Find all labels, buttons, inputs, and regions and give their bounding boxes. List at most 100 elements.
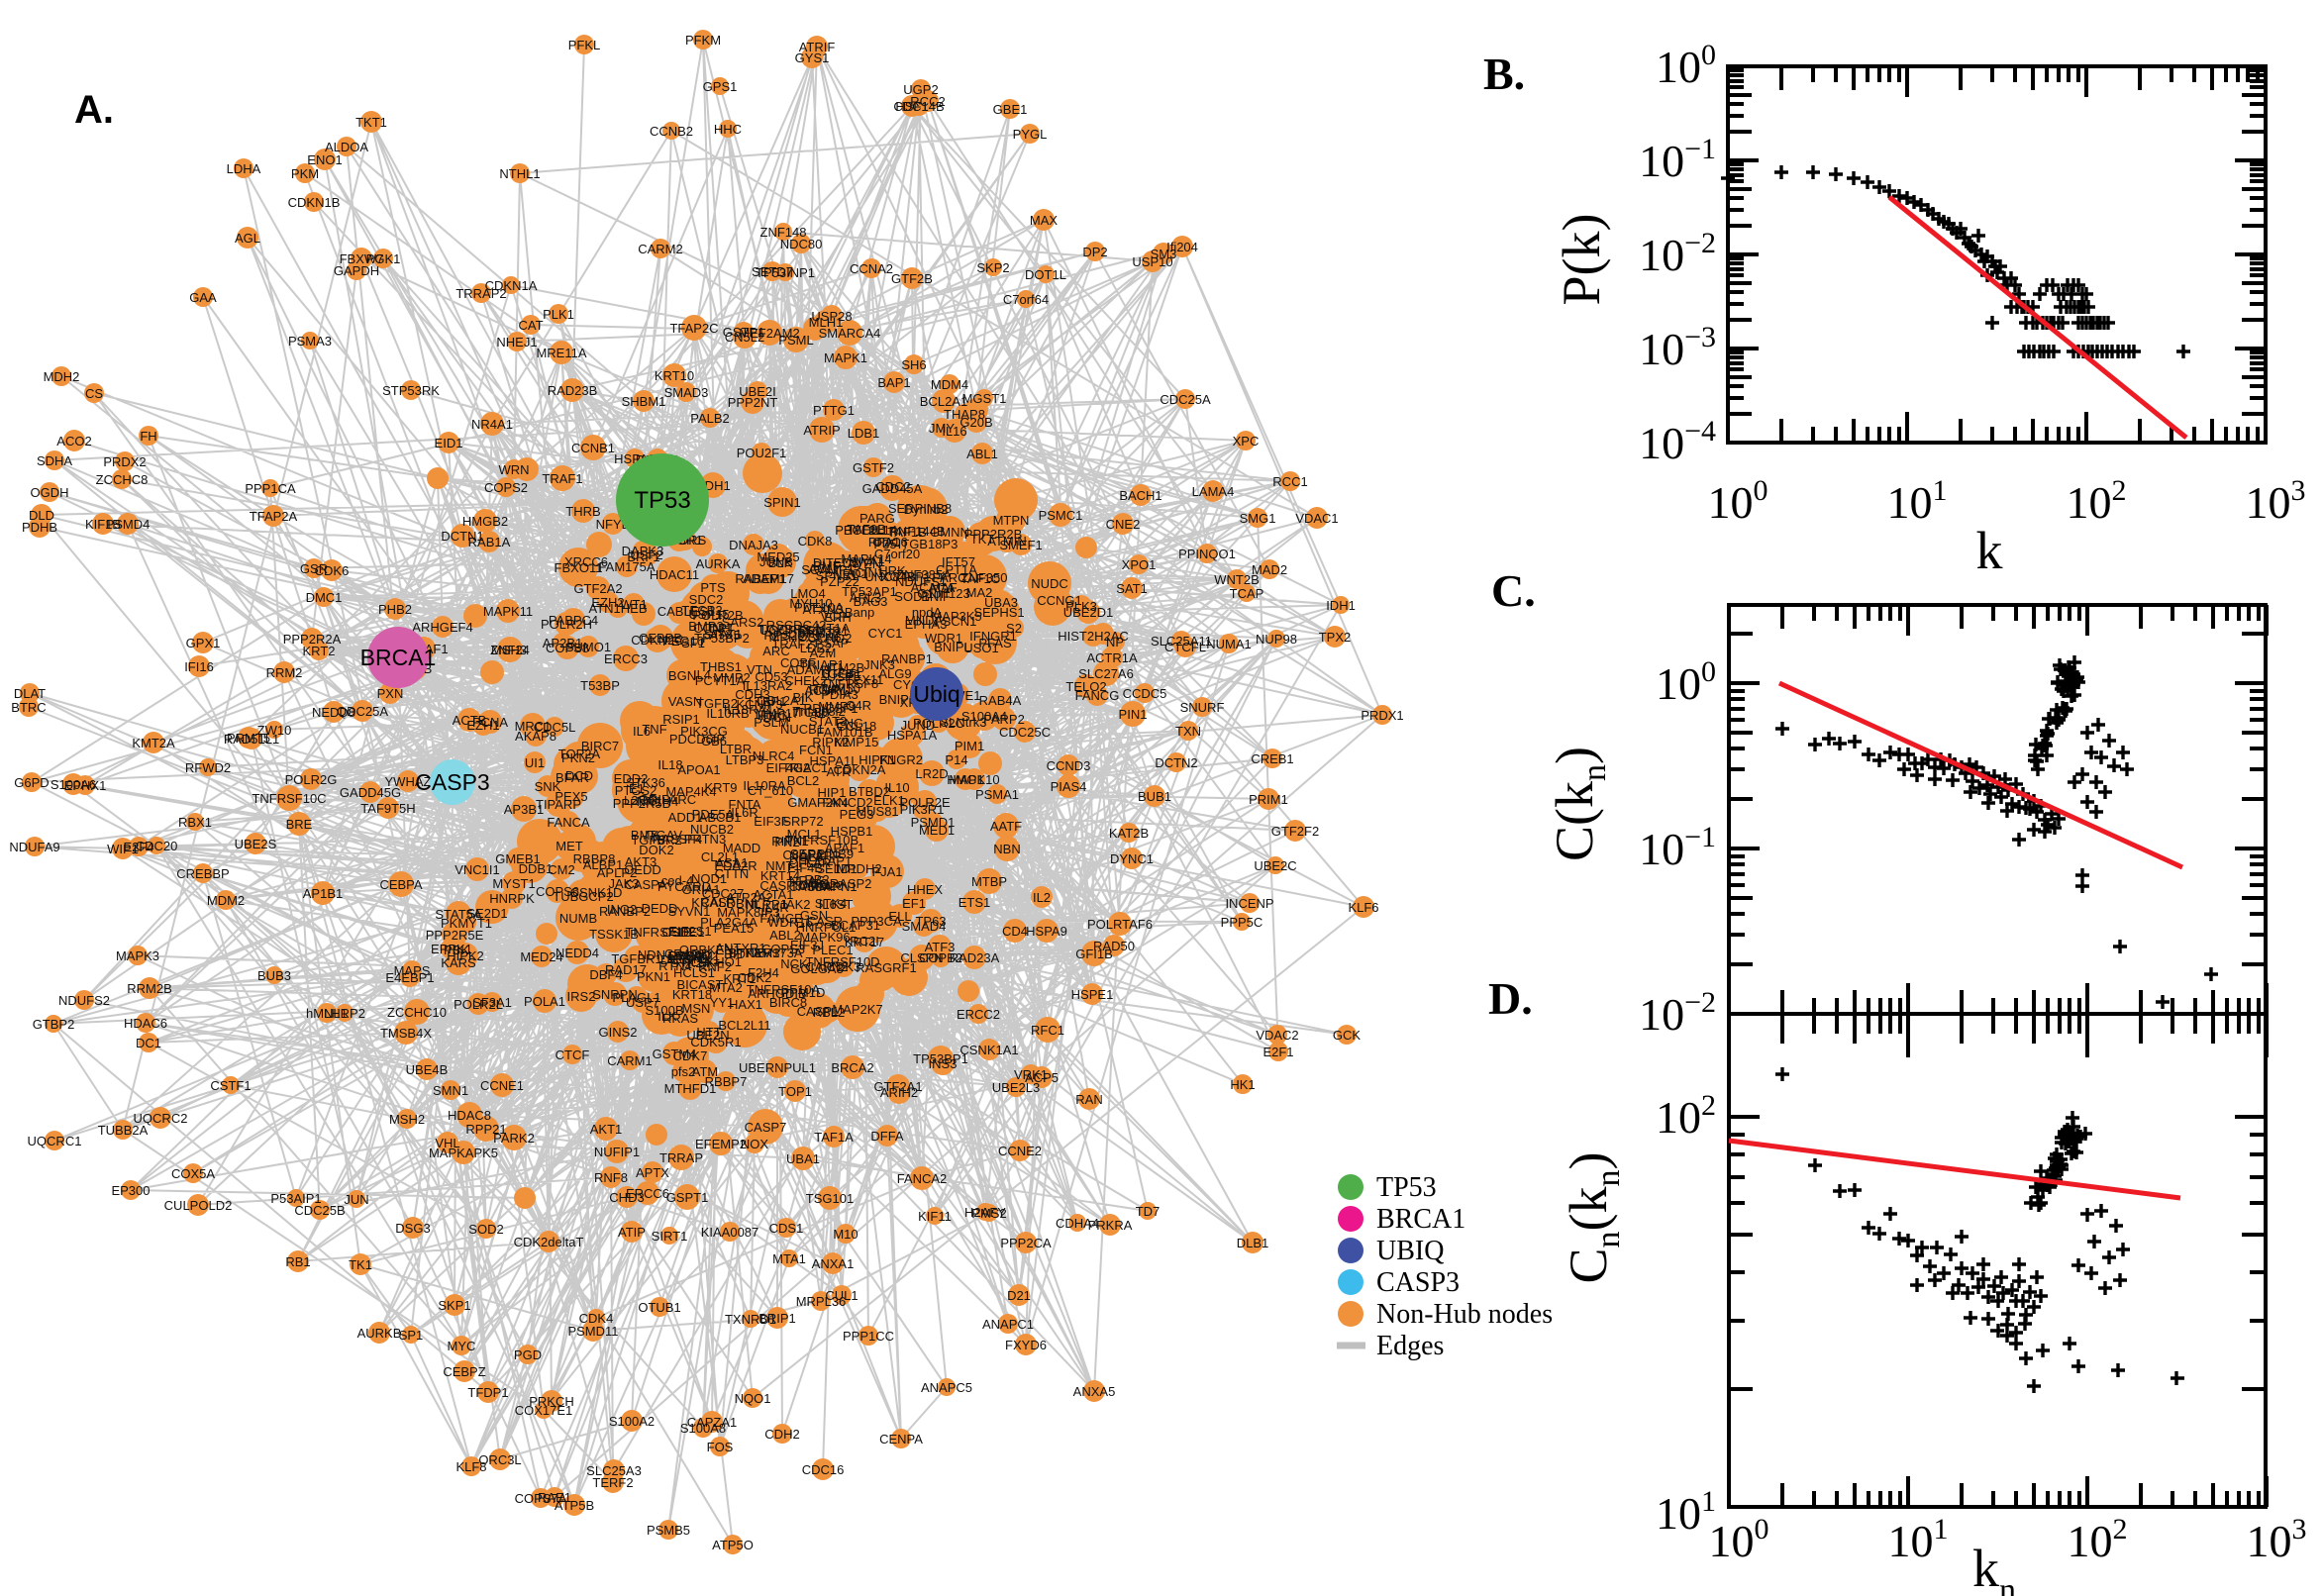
svg-text:MUS81: MUS81: [856, 804, 898, 819]
svg-text:EIF3F: EIF3F: [754, 814, 788, 829]
svg-text:ATP5B: ATP5B: [555, 1498, 594, 1513]
svg-text:CLSPN: CLSPN: [900, 950, 943, 965]
svg-text:CTGF: CTGF: [821, 666, 856, 681]
svg-text:Edges: Edges: [1376, 1331, 1444, 1361]
svg-text:CCNA2: CCNA2: [850, 261, 893, 276]
svg-text:RPS29: RPS29: [763, 628, 804, 643]
svg-text:TXN: TXN: [1175, 724, 1201, 739]
svg-text:PSMD11: PSMD11: [567, 1324, 618, 1339]
svg-text:PEA15: PEA15: [714, 921, 754, 936]
svg-text:TP53: TP53: [634, 487, 690, 514]
svg-text:ACVR1: ACVR1: [804, 683, 847, 698]
svg-text:DP2: DP2: [1082, 245, 1107, 259]
svg-text:HMG1: HMG1: [947, 772, 984, 787]
svg-text:CCNE1: CCNE1: [480, 1078, 524, 1093]
svg-text:IL10: IL10: [884, 780, 909, 795]
svg-text:CDH2: CDH2: [764, 1427, 799, 1442]
svg-text:BUB1: BUB1: [1138, 789, 1171, 804]
svg-text:CDK4: CDK4: [579, 1311, 614, 1326]
svg-text:NLRP1: NLRP1: [746, 897, 787, 912]
svg-text:OTUB1: OTUB1: [638, 1300, 680, 1315]
svg-text:CAPZA1: CAPZA1: [687, 1415, 738, 1430]
svg-text:NUP98: NUP98: [1256, 632, 1297, 647]
svg-text:IL2: IL2: [1033, 890, 1051, 905]
svg-text:CASPA: CASPA: [624, 877, 666, 892]
svg-text:SLNtrk3: SLNtrk3: [941, 715, 987, 730]
svg-text:SIRT1: SIRT1: [652, 1229, 688, 1244]
svg-text:CENPA: CENPA: [879, 1432, 923, 1446]
svg-text:PPP2CA: PPP2CA: [1000, 1236, 1052, 1250]
svg-text:F2H4: F2H4: [748, 965, 779, 980]
svg-text:TRAF1: TRAF1: [542, 471, 582, 486]
svg-text:GINS2: GINS2: [598, 1025, 637, 1040]
svg-text:B.: B.: [1483, 49, 1525, 99]
svg-text:PDHB: PDHB: [22, 520, 57, 535]
svg-text:KLF6: KLF6: [1348, 900, 1378, 915]
svg-text:MDH2: MDH2: [44, 369, 80, 384]
svg-text:GSR: GSR: [300, 561, 328, 576]
svg-text:CDKN1A: CDKN1A: [485, 278, 538, 293]
svg-text:DMC1: DMC1: [306, 590, 343, 605]
svg-text:PFKL: PFKL: [568, 38, 601, 52]
svg-text:ACTA1: ACTA1: [754, 887, 794, 902]
svg-text:BTRC: BTRC: [11, 700, 46, 715]
svg-text:IER3: IER3: [752, 946, 780, 960]
svg-text:NDUFS1: NDUFS1: [895, 574, 947, 589]
svg-text:HSPE1: HSPE1: [1071, 987, 1114, 1002]
svg-text:DDB1: DDB1: [519, 861, 554, 876]
svg-text:HDAC8: HDAC8: [448, 1108, 491, 1123]
svg-text:ADAM17: ADAM17: [743, 571, 794, 586]
svg-text:COL2A1: COL2A1: [757, 693, 806, 708]
svg-text:MTA1: MTA1: [772, 1251, 806, 1266]
svg-text:TP53: TP53: [1376, 1172, 1437, 1203]
svg-text:CS: CS: [85, 386, 103, 401]
svg-text:IFNG: IFNG: [757, 708, 787, 723]
svg-text:UI1: UI1: [525, 755, 545, 770]
svg-text:VRK1: VRK1: [1014, 1067, 1048, 1082]
svg-text:RAD23A: RAD23A: [950, 950, 1000, 965]
svg-text:k: k: [1976, 521, 2003, 580]
svg-text:PPINQO1: PPINQO1: [1178, 547, 1236, 561]
svg-text:BRCA1: BRCA1: [360, 645, 437, 670]
svg-text:T53BP: T53BP: [580, 678, 620, 693]
svg-text:XCTBP1: XCTBP1: [881, 569, 932, 584]
svg-text:RAB1A: RAB1A: [468, 535, 511, 549]
svg-text:PEG3: PEG3: [840, 807, 874, 822]
svg-text:CASP8AP2: CASP8AP2: [759, 878, 826, 893]
svg-text:XPO1: XPO1: [1122, 557, 1157, 572]
svg-text:ENG: ENG: [836, 716, 863, 731]
svg-text:MED25: MED25: [757, 549, 799, 564]
svg-text:GTBP2: GTBP2: [33, 1017, 75, 1032]
svg-text:SEPHS1: SEPHS1: [973, 605, 1024, 620]
svg-text:PYGL: PYGL: [1013, 127, 1048, 142]
svg-text:TGFBR3: TGFBR3: [758, 622, 809, 637]
svg-text:SIVA1: SIVA1: [850, 554, 885, 569]
svg-text:CARM1: CARM1: [607, 1053, 653, 1068]
svg-text:M10: M10: [833, 1227, 858, 1242]
svg-text:VTN: VTN: [747, 662, 772, 677]
svg-text:PTTG1: PTTG1: [813, 403, 855, 418]
svg-text:PZP22: PZP22: [820, 574, 859, 589]
svg-text:GPS1: GPS1: [703, 79, 738, 94]
svg-text:BMP3: BMP3: [688, 619, 723, 634]
svg-text:TRIAP1: TRIAP1: [799, 657, 845, 672]
svg-text:UBE2D1: UBE2D1: [1063, 605, 1114, 620]
svg-text:POLR2H: POLR2H: [541, 617, 592, 632]
svg-text:E2F1: E2F1: [1262, 1045, 1293, 1059]
svg-text:FANCA2: FANCA2: [897, 1171, 948, 1186]
svg-text:MSH2: MSH2: [389, 1112, 425, 1127]
svg-text:ERCC2: ERCC2: [957, 1007, 1000, 1022]
svg-text:DLB1: DLB1: [1237, 1236, 1269, 1250]
svg-text:TOP1: TOP1: [778, 1084, 812, 1099]
svg-text:RRAS: RRAS: [662, 1011, 698, 1026]
svg-text:SMN1: SMN1: [433, 1083, 468, 1098]
svg-text:COBF: COBF: [780, 655, 816, 670]
svg-text:BCL2L14: BCL2L14: [844, 523, 897, 538]
svg-text:EPHA3: EPHA3: [905, 617, 948, 632]
svg-text:NDUFA9: NDUFA9: [9, 840, 59, 854]
svg-text:CCNB1: CCNB1: [571, 441, 615, 455]
svg-text:TP53AP1: TP53AP1: [842, 584, 897, 599]
svg-text:EID1: EID1: [435, 436, 463, 450]
svg-text:LRSAM1: LRSAM1: [668, 948, 720, 963]
svg-text:SYVN1: SYVN1: [668, 904, 711, 919]
